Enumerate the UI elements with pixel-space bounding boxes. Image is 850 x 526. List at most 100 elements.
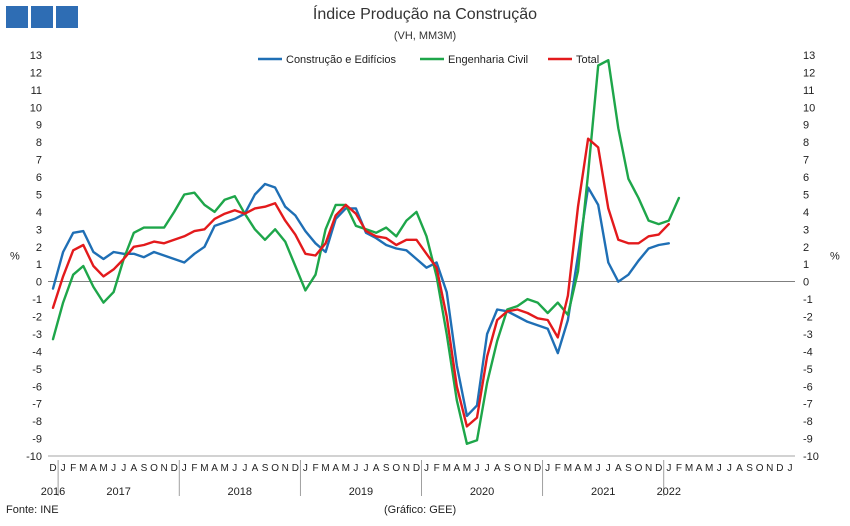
month-tick-label: M — [685, 463, 693, 474]
y-tick-right: 2 — [803, 242, 809, 254]
y-tick-right: 3 — [803, 224, 809, 236]
year-label: 2022 — [657, 486, 681, 498]
y-tick-left: 5 — [36, 189, 42, 201]
y-tick-left: -3 — [32, 329, 42, 341]
month-tick-label: D — [534, 463, 541, 474]
month-tick-label: J — [303, 463, 308, 474]
month-tick-label: J — [717, 463, 722, 474]
month-tick-label: F — [70, 463, 76, 474]
y-tick-left: 0 — [36, 277, 42, 289]
year-label: 2019 — [349, 486, 373, 498]
month-tick-label: J — [485, 463, 490, 474]
y-tick-right: -1 — [803, 294, 813, 306]
month-tick-label: O — [514, 463, 522, 474]
credit-note: (Gráfico: GEE) — [384, 504, 457, 516]
y-tick-left: 3 — [36, 224, 42, 236]
month-tick-label: F — [676, 463, 682, 474]
legend-label-3: Total — [576, 54, 599, 66]
month-tick-label: N — [766, 463, 773, 474]
month-tick-label: J — [787, 463, 792, 474]
y-axis-label-left: % — [10, 251, 20, 263]
y-tick-right: 4 — [803, 207, 809, 219]
y-tick-left: -6 — [32, 381, 42, 393]
month-tick-label: A — [615, 463, 622, 474]
month-tick-label: O — [150, 463, 158, 474]
y-tick-right: 5 — [803, 189, 809, 201]
y-tick-left: 6 — [36, 172, 42, 184]
y-tick-right: 12 — [803, 67, 815, 79]
y-tick-right: -3 — [803, 329, 813, 341]
month-tick-label: M — [79, 463, 87, 474]
month-tick-label: J — [727, 463, 732, 474]
year-label: 2017 — [106, 486, 130, 498]
month-tick-label: F — [191, 463, 197, 474]
legend-label-2: Engenharia Civil — [448, 54, 528, 66]
month-tick-label: S — [625, 463, 632, 474]
y-tick-right: 7 — [803, 155, 809, 167]
y-tick-left: -9 — [32, 434, 42, 446]
month-tick-label: M — [705, 463, 713, 474]
month-tick-label: M — [99, 463, 107, 474]
month-tick-label: O — [392, 463, 400, 474]
month-tick-label: F — [434, 463, 440, 474]
month-tick-label: F — [312, 463, 318, 474]
chart-subtitle: (VH, MM3M) — [393, 30, 457, 42]
source-note: Fonte: INE — [6, 504, 59, 516]
year-label: 2020 — [470, 486, 494, 498]
month-tick-label: M — [321, 463, 329, 474]
y-tick-right: -10 — [803, 451, 819, 463]
month-tick-label: A — [373, 463, 380, 474]
month-tick-label: N — [160, 463, 167, 474]
month-tick-label: A — [696, 463, 703, 474]
month-tick-label: N — [645, 463, 652, 474]
month-tick-label: M — [443, 463, 451, 474]
month-tick-label: J — [596, 463, 601, 474]
month-tick-label: N — [403, 463, 410, 474]
month-tick-label: M — [220, 463, 228, 474]
y-tick-left: -2 — [32, 312, 42, 324]
month-tick-label: A — [453, 463, 460, 474]
month-tick-label: O — [635, 463, 643, 474]
y-tick-right: 11 — [803, 85, 814, 97]
legend-label-1: Construção e Edifícios — [286, 54, 397, 66]
month-tick-label: A — [494, 463, 501, 474]
month-tick-label: J — [121, 463, 126, 474]
y-tick-right: 9 — [803, 120, 809, 132]
y-tick-left: 9 — [36, 120, 42, 132]
month-tick-label: J — [111, 463, 116, 474]
y-tick-right: 1 — [803, 259, 809, 271]
y-tick-left: 7 — [36, 155, 42, 167]
y-tick-right: -7 — [803, 399, 813, 411]
month-tick-label: J — [242, 463, 247, 474]
month-tick-label: M — [342, 463, 350, 474]
month-tick-label: A — [252, 463, 259, 474]
month-tick-label: J — [232, 463, 237, 474]
y-tick-right: -2 — [803, 312, 813, 324]
y-tick-right: 13 — [803, 50, 815, 62]
month-tick-label: O — [271, 463, 279, 474]
month-tick-label: D — [49, 463, 56, 474]
year-label: 2016 — [41, 486, 65, 498]
y-tick-left: 13 — [30, 50, 42, 62]
y-tick-right: 6 — [803, 172, 809, 184]
month-tick-label: A — [575, 463, 582, 474]
y-tick-right: 0 — [803, 277, 809, 289]
series-line-2 — [51, 59, 681, 445]
month-tick-label: S — [141, 463, 148, 474]
y-tick-left: -8 — [32, 416, 42, 428]
month-tick-label: J — [363, 463, 368, 474]
month-tick-label: N — [524, 463, 531, 474]
month-tick-label: A — [90, 463, 97, 474]
y-tick-left: -1 — [32, 294, 42, 306]
month-tick-label: M — [584, 463, 592, 474]
y-tick-left: 11 — [31, 85, 42, 97]
year-label: 2018 — [228, 486, 252, 498]
month-tick-label: N — [282, 463, 289, 474]
ine-logo — [6, 6, 78, 28]
month-tick-label: D — [413, 463, 420, 474]
year-label: 2021 — [591, 486, 615, 498]
month-tick-label: J — [182, 463, 187, 474]
y-tick-left: 4 — [36, 207, 42, 219]
month-tick-label: S — [746, 463, 753, 474]
